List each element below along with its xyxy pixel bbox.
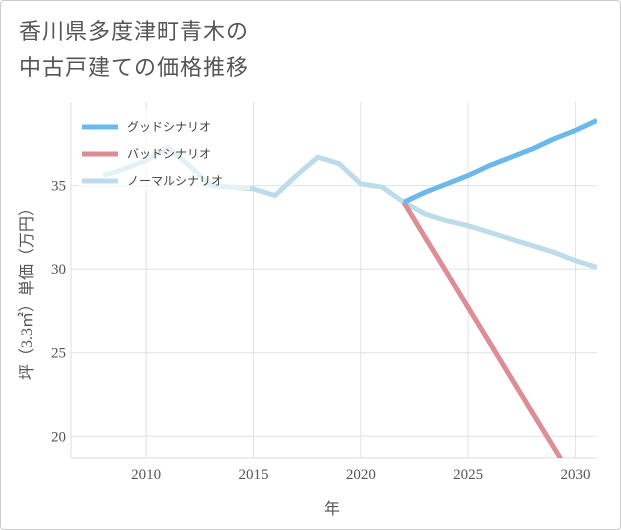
legend-label: バッドシナリオ (127, 147, 211, 161)
x-tick-label: 2025 (453, 467, 483, 483)
y-tick-label: 25 (51, 346, 66, 362)
legend-label: ノーマルシナリオ (127, 174, 223, 188)
series-line-2 (401, 200, 564, 458)
y-tick-label: 35 (51, 179, 66, 195)
chart-title-line1: 香川県多度津町青木の (19, 20, 250, 45)
x-tick-label: 2020 (346, 467, 376, 483)
chart-title: 香川県多度津町青木の 中古戸建ての価格推移 (19, 15, 249, 87)
x-tick-label: 2015 (238, 467, 268, 483)
y-tick-label: 30 (51, 262, 66, 278)
legend-label: グッドシナリオ (127, 120, 211, 134)
legend-background (78, 110, 250, 190)
x-axis-ticks: 2010 2015 2020 2025 2030 (131, 467, 590, 483)
y-axis-title: 坪（3.3㎡）単価（万円） (18, 200, 36, 380)
x-tick-label: 2030 (561, 467, 591, 483)
chart-title-line2: 中古戸建ての価格推移 (19, 56, 250, 81)
x-axis-title: 年 (324, 500, 340, 518)
x-tick-label: 2010 (131, 467, 161, 483)
series-line-1 (402, 118, 597, 205)
y-axis-ticks: 20 25 30 35 (51, 179, 66, 446)
y-tick-label: 20 (51, 429, 66, 445)
